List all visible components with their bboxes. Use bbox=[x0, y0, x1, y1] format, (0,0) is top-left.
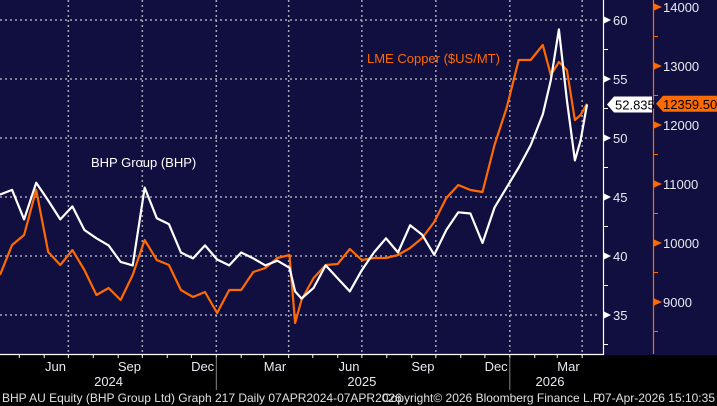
plot-background bbox=[0, 0, 717, 355]
right-tick-marker bbox=[653, 62, 662, 70]
year-label: 2026 bbox=[536, 374, 565, 389]
x-tick-label: Sep bbox=[118, 359, 141, 374]
left-tick-marker bbox=[603, 134, 611, 142]
x-tick-label: Sep bbox=[411, 359, 434, 374]
x-tick-label: Mar bbox=[264, 359, 287, 374]
right-tick-label: 10000 bbox=[663, 236, 699, 251]
right-tick-marker bbox=[653, 121, 662, 129]
right-tick-marker bbox=[653, 3, 662, 11]
x-tick-label: Jun bbox=[45, 359, 66, 374]
footer-timestamp: 07-Apr-2026 15:10:35 bbox=[598, 391, 715, 405]
copper-line bbox=[0, 43, 588, 325]
right-tick-marker bbox=[653, 180, 662, 188]
copper-series-label: LME Copper ($US/MT) bbox=[367, 51, 500, 66]
axes: 35 40 45 50 55 60 9000 10000 11000 12000 13000 1400… bbox=[0, 0, 699, 390]
x-tick-label: Jun bbox=[338, 359, 359, 374]
bhp-series-label: BHP Group (BHP) bbox=[91, 155, 196, 170]
bhp-last-value: 52.835 bbox=[615, 98, 655, 113]
year-label: 2025 bbox=[347, 374, 376, 389]
x-tick-label: Dec bbox=[191, 359, 215, 374]
right-tick-label: 9000 bbox=[663, 295, 692, 310]
right-tick-label: 11000 bbox=[663, 177, 698, 192]
left-tick-label: 60 bbox=[613, 13, 627, 28]
copper-last-value: 12359.50 bbox=[663, 97, 717, 112]
year-label: 2024 bbox=[94, 374, 123, 389]
footer-copyright: Copyright© 2026 Bloomberg Finance L.P. bbox=[382, 391, 603, 405]
left-tick-label: 35 bbox=[613, 308, 627, 323]
left-tick-label: 50 bbox=[613, 131, 627, 146]
right-tick-marker bbox=[653, 298, 662, 306]
left-tick-marker bbox=[603, 252, 611, 260]
x-tick-label: Mar bbox=[557, 359, 580, 374]
bhp-line bbox=[0, 28, 589, 300]
left-tick-marker bbox=[603, 311, 611, 319]
x-tick-label: Dec bbox=[485, 359, 509, 374]
left-tick-label: 55 bbox=[613, 72, 627, 87]
right-tick-label: 13000 bbox=[663, 59, 699, 74]
left-tick-marker bbox=[603, 16, 611, 24]
right-tick-label: 12000 bbox=[663, 118, 699, 133]
right-tick-marker bbox=[653, 239, 662, 247]
left-tick-marker bbox=[603, 75, 611, 83]
footer-security: BHP AU Equity (BHP Group Ltd) Graph 217 … bbox=[2, 391, 402, 405]
right-tick-label: 14000 bbox=[663, 0, 699, 15]
left-tick-label: 45 bbox=[613, 190, 627, 205]
last-value-labels: 52.835 12359.50 bbox=[607, 95, 717, 113]
gridlines bbox=[0, 0, 600, 354]
copper-last-value-box bbox=[656, 95, 717, 112]
series-lines bbox=[0, 28, 589, 325]
left-tick-marker bbox=[603, 193, 611, 201]
bhp-last-value-box bbox=[607, 96, 652, 113]
left-tick-label: 40 bbox=[613, 249, 627, 264]
